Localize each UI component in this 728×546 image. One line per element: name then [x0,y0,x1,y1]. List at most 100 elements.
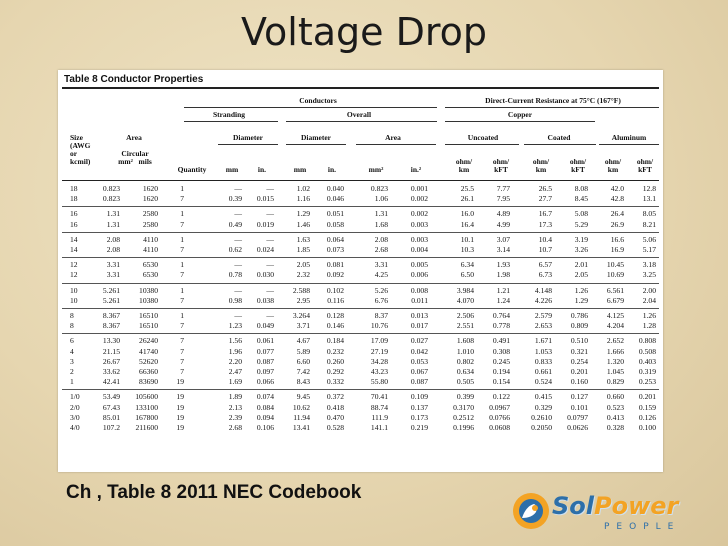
table-cell: 19 [176,402,184,412]
table-cell: 2.05 [574,270,588,280]
table-cell: 1.608 [456,336,474,346]
rule-overall [286,121,437,122]
table-cell: 1.31 [106,209,120,219]
table-cell: 5.29 [574,219,588,229]
table-cell: 12 [70,260,78,270]
table-cell: 4.070 [456,295,474,305]
table-cell: 16510 [139,321,158,331]
table-cell: 10380 [139,295,158,305]
table-cell: 10.69 [606,270,624,280]
header-area-overall: Area [385,133,401,142]
table-cell: 67.43 [102,402,120,412]
table-cell: 2.04 [642,295,656,305]
table-cell: 0.403 [638,356,656,366]
table-cell: 6.60 [296,356,310,366]
table-cell: 0.013 [410,311,428,320]
table-row: 2 33.62 66360 7 2.47 0.097 7.42 0.292 43.23 0.067… [58,367,663,377]
table-cell: 16510 [139,311,158,320]
table-cell: 3 [70,356,74,366]
table-cell: 0.154 [492,377,510,387]
table-cell: 7 [180,194,184,204]
table-cell: 18 [70,194,78,204]
table-cell: 2.08 [106,245,120,254]
table-cell: 0.017 [410,321,428,331]
table-cell: 0.823 [102,194,120,204]
table-cell: 0.778 [492,321,510,331]
table-cell: 3.264 [292,311,310,320]
table-cell: 0.160 [570,377,588,387]
table-cell: 1.320 [606,356,624,366]
table-cell: 1.06 [374,194,388,204]
table-cell: 3.31 [106,260,120,270]
header-area: Area [126,133,142,142]
table-cell: 0.003 [410,219,428,229]
table-cell: 0.308 [492,346,510,356]
table-cell: 16.0 [460,209,474,219]
table-cell: 2.588 [292,285,310,295]
table-cell: 0.019 [256,219,274,229]
table-cell: 0.194 [492,367,510,376]
row-group-rule [62,333,659,335]
table-cell: 0.253 [638,377,656,387]
table-cell: 3/0 [70,412,80,422]
table-cell: 11.94 [293,412,310,422]
table-cell: 27.19 [370,346,388,356]
table-cell: — [266,260,274,270]
table-cell: 42.41 [102,377,120,387]
table-cell: 0.833 [534,356,552,366]
table-cell: 3.25 [642,270,656,280]
table-row: 10 5.261 10380 7 0.98 0.038 2.95 0.116 6.76 0.011… [58,296,663,306]
header-copper: Copper [507,110,533,119]
table-cell: 0.122 [492,392,510,402]
table-cell: 0.002 [410,209,428,219]
table-row: 2/0 67.43 133100 19 2.13 0.084 10.62 0.418 88.74… [58,403,663,413]
table-cell: 1.666 [606,346,624,356]
table-cell: 41740 [139,346,158,356]
table-cell: 0.328 [606,423,624,432]
table-cell: 8.08 [574,184,588,193]
table-cell: 0.077 [256,346,274,356]
table-cell: 0.245 [492,356,510,366]
table-cell: 0.094 [256,412,274,422]
table-cell: 7.77 [496,184,510,193]
table-cell: 1.31 [374,209,388,219]
table-row: 12 3.31 6530 1 — — 2.05 0.081 3.31 0.005 6.34 1.93 6… [58,260,663,270]
table-cell: 8.05 [642,209,656,219]
table-cell: 0.100 [638,423,656,432]
table-cell: 4110 [143,234,158,244]
rule-dcr [445,107,659,108]
table-cell: 4.204 [606,321,624,331]
table-cell: 0.49 [228,219,242,229]
table-cell: 17.3 [538,219,552,229]
table-cell: 0.092 [326,270,344,280]
table-cell: 1620 [142,194,158,204]
table-cell: 0.413 [606,412,624,422]
table-cell: 70.41 [370,392,388,402]
rule-area-overall [356,144,436,145]
table-cell: 4/0 [70,423,80,432]
rule-copper [445,121,595,122]
table-row: 8 8.367 16510 1 — — 3.264 0.128 8.37 0.013 2.506 0.… [58,311,663,321]
table-cell: 107.2 [102,423,120,432]
table-cell: 2.01 [574,260,588,270]
table-cell: 1.29 [296,209,310,219]
logo-subtitle: PEOPLE [604,522,681,532]
table-cell: 1 [70,377,74,387]
table-cell: 1.85 [296,245,310,254]
table-cell: 19 [176,423,184,432]
table-cell: 3.14 [496,245,510,254]
sun-hand-icon [513,493,549,529]
table-cell: 0.823 [102,184,120,193]
table-cell: 26.5 [538,184,552,193]
table-cell: 6530 [142,260,158,270]
table-cell: — [234,311,242,320]
table-cell: 0.027 [410,336,428,346]
table-cell: 1.16 [296,194,310,204]
table-cell: 2.08 [106,234,120,244]
table-cell: 4.226 [534,295,552,305]
table-cell: 0.292 [326,367,344,376]
header-area-sub: Circular mm² mils [118,149,152,166]
table-cell: 0.097 [256,367,274,376]
table-cell: 10.45 [606,260,624,270]
table-cell: 42.8 [610,194,624,204]
